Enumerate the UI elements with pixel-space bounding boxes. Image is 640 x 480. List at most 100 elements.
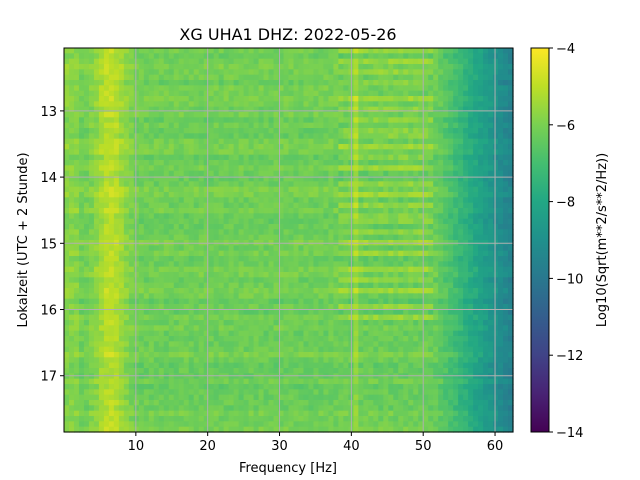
heatmap-cell bbox=[73, 272, 80, 278]
heatmap-cell bbox=[83, 314, 90, 321]
heatmap-cell bbox=[318, 74, 325, 81]
heatmap-cell bbox=[118, 138, 125, 145]
heatmap-cell bbox=[218, 314, 225, 321]
heatmap-cell bbox=[293, 154, 300, 161]
heatmap-cell bbox=[223, 170, 230, 177]
heatmap-cell bbox=[133, 234, 140, 241]
heatmap-cell bbox=[198, 149, 205, 156]
heatmap-cell bbox=[233, 133, 240, 140]
heatmap-cell bbox=[458, 117, 464, 124]
heatmap-cell bbox=[288, 336, 295, 342]
heatmap-cell bbox=[273, 112, 280, 118]
heatmap-cell bbox=[393, 144, 399, 150]
heatmap-cell bbox=[493, 202, 499, 209]
heatmap-cell bbox=[138, 213, 145, 220]
heatmap-cell bbox=[143, 90, 150, 97]
heatmap-cell bbox=[168, 165, 175, 172]
heatmap-cell bbox=[133, 229, 140, 236]
heatmap-cell bbox=[273, 170, 280, 177]
heatmap-cell bbox=[118, 282, 125, 289]
heatmap-cell bbox=[168, 160, 175, 166]
heatmap-cell bbox=[463, 80, 469, 86]
heatmap-cell bbox=[343, 330, 349, 337]
heatmap-cell bbox=[203, 117, 210, 124]
heatmap-cell bbox=[468, 266, 474, 273]
heatmap-cell bbox=[218, 48, 225, 54]
heatmap-cell bbox=[343, 218, 349, 225]
heatmap-cell bbox=[283, 277, 290, 284]
heatmap-cell bbox=[288, 74, 295, 81]
heatmap-cell bbox=[393, 80, 399, 86]
heatmap-cell bbox=[338, 229, 344, 236]
heatmap-cell bbox=[428, 282, 434, 289]
heatmap-cell bbox=[203, 138, 210, 145]
heatmap-cell bbox=[64, 117, 70, 124]
heatmap-cell bbox=[283, 224, 290, 230]
heatmap-cell bbox=[343, 128, 349, 134]
heatmap-cell bbox=[233, 112, 240, 118]
heatmap-cell bbox=[353, 272, 359, 278]
heatmap-cell bbox=[278, 122, 285, 129]
heatmap-cell bbox=[368, 112, 374, 118]
heatmap-cell bbox=[248, 133, 255, 140]
heatmap-cell bbox=[78, 330, 85, 337]
heatmap-cell bbox=[428, 288, 434, 294]
heatmap-cell bbox=[468, 170, 474, 177]
heatmap-cell bbox=[193, 101, 200, 108]
heatmap-cell bbox=[423, 277, 429, 284]
heatmap-cell bbox=[133, 202, 140, 209]
heatmap-cell bbox=[278, 272, 285, 278]
heatmap-cell bbox=[248, 288, 255, 294]
heatmap-cell bbox=[118, 85, 125, 92]
heatmap-cell bbox=[298, 53, 305, 60]
heatmap-cell bbox=[338, 202, 344, 209]
heatmap-cell bbox=[168, 309, 175, 316]
heatmap-cell bbox=[473, 309, 479, 316]
heatmap-cell bbox=[78, 266, 85, 273]
heatmap-cell bbox=[388, 234, 394, 241]
heatmap-cell bbox=[368, 245, 374, 252]
heatmap-cell bbox=[313, 128, 320, 134]
heatmap-cell bbox=[168, 64, 175, 70]
heatmap-cell bbox=[288, 48, 295, 54]
heatmap-cell bbox=[168, 288, 175, 294]
heatmap-cell bbox=[233, 186, 240, 193]
heatmap-cell bbox=[293, 272, 300, 278]
heatmap-cell bbox=[123, 213, 130, 220]
heatmap-cell bbox=[508, 154, 514, 161]
heatmap-cell bbox=[403, 96, 409, 102]
heatmap-cell bbox=[323, 250, 330, 257]
heatmap-cell bbox=[508, 320, 514, 326]
heatmap-cell bbox=[168, 133, 175, 140]
heatmap-cell bbox=[73, 117, 80, 124]
heatmap-cell bbox=[453, 133, 459, 140]
heatmap-cell bbox=[508, 48, 514, 54]
heatmap-cell bbox=[88, 144, 95, 150]
heatmap-cell bbox=[498, 58, 504, 65]
heatmap-cell bbox=[508, 80, 514, 86]
heatmap-cell bbox=[88, 304, 95, 310]
heatmap-cell bbox=[113, 293, 120, 300]
heatmap-cell bbox=[448, 122, 454, 129]
heatmap-cell bbox=[263, 101, 270, 108]
heatmap-cell bbox=[203, 256, 210, 262]
heatmap-cell bbox=[173, 85, 180, 92]
heatmap-cell bbox=[278, 53, 285, 60]
heatmap-cell bbox=[208, 192, 215, 198]
heatmap-cell bbox=[188, 85, 195, 92]
heatmap-cell bbox=[123, 197, 130, 204]
heatmap-cell bbox=[288, 325, 295, 332]
heatmap-cell bbox=[78, 160, 85, 166]
heatmap-cell bbox=[443, 128, 449, 134]
heatmap-cell bbox=[478, 106, 484, 113]
heatmap-cell bbox=[378, 234, 384, 241]
heatmap-cell bbox=[163, 218, 170, 225]
heatmap-cell bbox=[433, 64, 439, 70]
heatmap-cell bbox=[413, 154, 419, 161]
heatmap-cell bbox=[183, 154, 190, 161]
heatmap-cell bbox=[198, 304, 205, 310]
heatmap-cell bbox=[458, 234, 464, 241]
heatmap-cell bbox=[498, 170, 504, 177]
heatmap-cell bbox=[378, 213, 384, 220]
heatmap-cell bbox=[183, 234, 190, 241]
